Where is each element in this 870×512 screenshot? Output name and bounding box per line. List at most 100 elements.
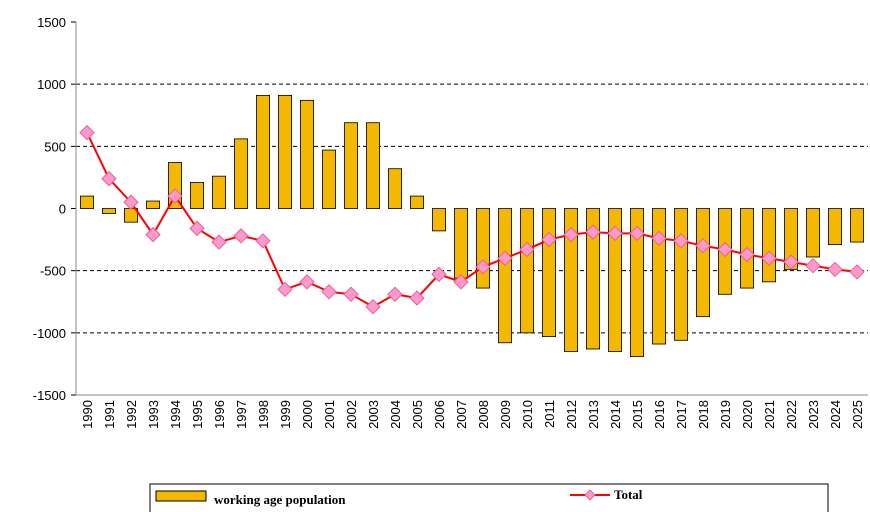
marker [211,234,227,250]
bar [211,175,226,209]
bar [233,138,248,209]
bar [80,195,95,209]
x-tick-label: 2006 [432,400,447,429]
marker [651,230,667,247]
x-tick-label: 2001 [322,400,337,429]
marker [739,246,755,263]
marker [475,259,491,275]
x-tick-label: 2008 [476,400,491,429]
marker [409,290,425,306]
bar [255,94,270,209]
marker [189,220,205,237]
y-tick-label: -500 [40,264,66,279]
marker [629,225,645,242]
x-tick-label: 2003 [366,400,381,429]
x-tick-label: 2025 [850,400,865,429]
marker [673,233,689,249]
bar [277,94,292,209]
legend-marker [584,489,596,501]
bar [409,195,424,209]
x-tick-label: 2011 [542,400,557,428]
bar [850,208,865,243]
x-tick-label: 1993 [146,400,161,429]
bar [520,208,535,334]
bar [453,208,468,279]
bar [696,208,711,318]
bar [299,99,314,209]
marker [783,254,799,270]
marker [607,225,623,242]
x-tick-label: 2004 [388,400,403,429]
legend-label: working age population [214,492,346,507]
y-tick-label: 0 [59,202,66,217]
marker [695,238,711,254]
marker [233,228,249,244]
x-tick-label: 1991 [102,400,117,429]
marker [123,194,139,210]
x-tick-label: 2024 [828,400,843,429]
x-tick-label: 1998 [256,400,271,429]
bar [102,208,117,214]
bar [674,208,689,341]
marker [453,274,469,290]
marker [563,226,579,243]
marker [365,299,381,315]
marker [805,257,821,274]
marker [827,261,843,278]
bar [608,208,623,352]
marker [101,170,117,187]
x-tick-label: 2000 [300,400,315,429]
bar [365,122,380,209]
bar [497,208,512,344]
bar [652,208,667,345]
marker [167,188,183,204]
x-tick-label: 2015 [630,400,645,429]
x-tick-label: 1992 [124,400,139,429]
x-tick-label: 2018 [696,400,711,429]
marker [761,250,777,266]
marker [497,250,513,266]
y-tick-label: -1500 [33,388,66,403]
x-tick-label: 2002 [344,400,359,429]
x-tick-label: 2023 [806,400,821,429]
x-tick-label: 2021 [762,400,777,429]
marker [519,241,535,258]
bar [145,200,160,209]
marker [145,226,161,243]
y-tick-label: 1000 [37,77,66,92]
bar [542,208,557,337]
x-tick-label: 2009 [498,400,513,429]
x-tick-label: 2019 [718,400,733,429]
x-tick-label: 2005 [410,400,425,429]
bar [343,122,358,209]
marker [343,286,359,302]
marker [79,124,95,141]
x-tick-label: 2010 [520,400,535,429]
marker [387,286,403,302]
x-tick-label: 2022 [784,400,799,429]
x-tick-label: 2020 [740,400,755,429]
marker [849,264,865,280]
bar [431,208,446,232]
x-tick-label: 2016 [652,400,667,429]
x-tick-label: 2017 [674,400,689,429]
marker [321,284,337,300]
bar [828,208,843,245]
marker [299,274,315,290]
bar [762,208,777,283]
bar [321,149,336,209]
x-tick-label: 2012 [564,400,579,429]
x-tick-label: 1997 [234,400,249,429]
bar [189,181,204,209]
x-tick-label: 1994 [168,400,183,429]
x-tick-label: 1995 [190,400,205,429]
x-tick-label: 1999 [278,400,293,429]
legend-box [149,483,829,512]
x-tick-label: 1996 [212,400,227,429]
x-tick-label: 2007 [454,400,469,429]
bar [475,208,490,289]
legend-swatch [155,490,207,502]
bar [586,208,601,350]
y-tick-label: 500 [44,139,66,154]
